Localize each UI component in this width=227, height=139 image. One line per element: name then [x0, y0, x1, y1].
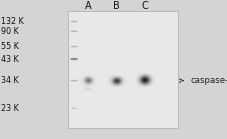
Ellipse shape [71, 108, 77, 109]
Text: 132 K: 132 K [1, 17, 24, 26]
Ellipse shape [70, 80, 77, 81]
Text: B: B [112, 1, 119, 11]
Text: 55 K: 55 K [1, 42, 19, 51]
Text: 43 K: 43 K [1, 55, 19, 64]
Text: 90 K: 90 K [1, 27, 19, 36]
Text: 23 K: 23 K [1, 104, 19, 113]
Text: A: A [84, 1, 91, 11]
Ellipse shape [70, 46, 77, 47]
Text: C: C [141, 1, 148, 11]
Ellipse shape [70, 58, 78, 60]
Text: caspase-3: caspase-3 [190, 76, 227, 85]
Bar [68, 11, 177, 128]
Ellipse shape [70, 21, 77, 22]
Text: 34 K: 34 K [1, 76, 19, 85]
Ellipse shape [70, 30, 77, 32]
